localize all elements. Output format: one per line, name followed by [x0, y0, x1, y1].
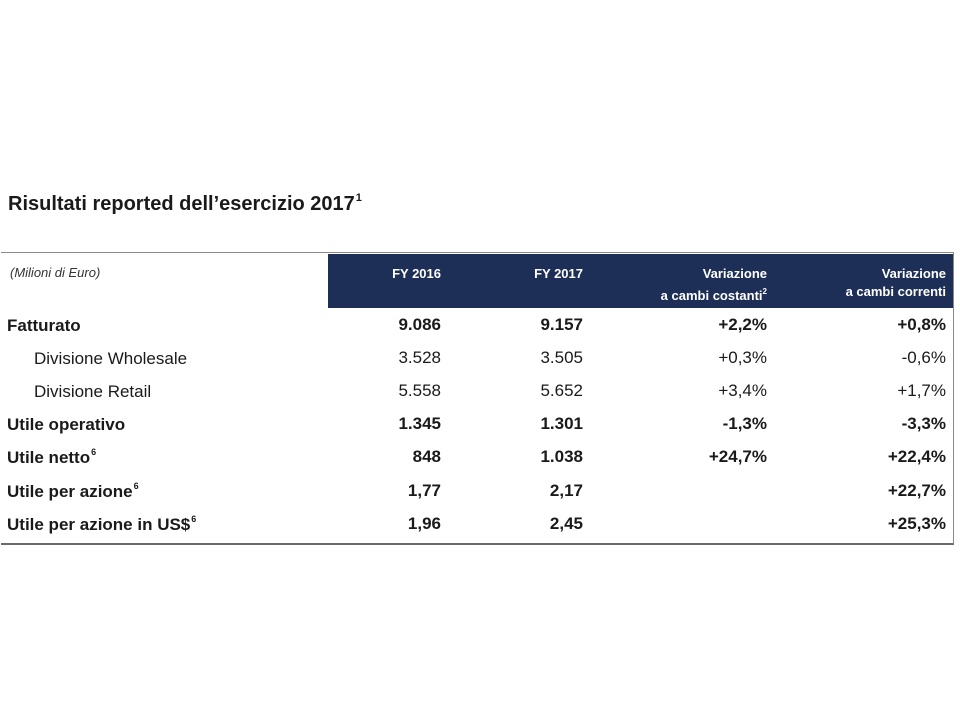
column-header-fy2017: FY 2017: [534, 266, 583, 281]
cell-fy2017: 1.301: [540, 414, 583, 433]
row-label: Utile operativo: [7, 414, 126, 435]
cell-fy2017: 3.505: [540, 348, 583, 367]
variation-constant-footnote: 2: [762, 287, 767, 296]
row-label-footnote: 6: [133, 481, 139, 491]
table-row-fatturato: Fatturato 9.086 9.157 +2,2% +0,8%: [1, 309, 953, 342]
cell-fy2016: 1,77: [407, 481, 441, 500]
cell-fy2016: 3.528: [398, 348, 441, 367]
cell-variation-constant: -1,3%: [722, 414, 767, 433]
variation-constant-line2: a cambi costanti2: [661, 283, 767, 305]
cell-variation-current: -0,6%: [901, 348, 946, 367]
title-footnote: 1: [355, 192, 362, 204]
cell-fy2017: 1.038: [540, 447, 583, 466]
row-label: Utile per azione in US$6: [7, 514, 196, 535]
table-row-utile-netto: Utile netto6 848 1.038 +24,7% +22,4%: [1, 441, 953, 474]
cell-variation-current: +22,4%: [887, 447, 946, 466]
cell-fy2016: 1.345: [398, 414, 441, 433]
cell-variation-constant: +0,3%: [718, 348, 767, 367]
variation-constant-line1: Variazione: [702, 266, 767, 281]
row-label-text: Utile per azione in US$: [7, 515, 191, 534]
row-label-footnote: 6: [191, 514, 197, 524]
cell-variation-current: -3,3%: [901, 414, 946, 433]
cell-variation-constant: +3,4%: [718, 381, 767, 400]
title-text: Risultati reported dell’esercizio 2017: [8, 193, 355, 215]
row-label: Divisione Wholesale: [34, 348, 188, 369]
table-row-utile-per-azione: Utile per azione6 1,77 2,17 +22,7%: [1, 475, 953, 508]
cell-variation-current: +22,7%: [887, 481, 946, 500]
cell-fy2016: 1,96: [407, 514, 441, 533]
variation-current-line2: a cambi correnti: [845, 284, 946, 299]
table-row-utile-operativo: Utile operativo 1.345 1.301 -1,3% -3,3%: [1, 408, 953, 441]
column-header-fy2016: FY 2016: [392, 266, 441, 281]
units-label: (Milioni di Euro): [10, 265, 101, 280]
row-label-text: Utile operativo: [7, 415, 126, 434]
variation-constant-line2-text: a cambi costanti: [660, 288, 763, 303]
cell-fy2016: 9.086: [398, 315, 441, 334]
cell-variation-constant: +24,7%: [708, 447, 767, 466]
cell-fy2016: 5.558: [398, 381, 441, 400]
row-label: Fatturato: [7, 315, 82, 336]
row-label-text: Divisione Retail: [34, 382, 152, 401]
table-header-band: [328, 254, 953, 308]
column-header-variation-constant: Variazione a cambi costanti2: [661, 265, 767, 305]
row-label-text: Divisione Wholesale: [34, 349, 188, 368]
results-table: (Milioni di Euro) FY 2016 FY 2017 Variaz…: [1, 252, 954, 545]
row-label: Utile netto6: [7, 447, 96, 468]
document-title: Risultati reported dell’esercizio 20171: [8, 192, 362, 216]
cell-variation-constant: +2,2%: [718, 315, 767, 334]
cell-fy2017: 9.157: [540, 315, 583, 334]
row-label-text: Fatturato: [7, 316, 81, 335]
table-row-utile-per-azione-usd: Utile per azione in US$6 1,96 2,45 +25,3…: [1, 508, 953, 541]
table-row-divisione-retail: Divisione Retail 5.558 5.652 +3,4% +1,7%: [1, 375, 953, 408]
row-label-footnote: 6: [91, 447, 97, 457]
cell-fy2017: 2,17: [549, 481, 583, 500]
cell-fy2017: 2,45: [549, 514, 583, 533]
row-label-text: Utile per azione: [7, 482, 133, 501]
table-row-divisione-wholesale: Divisione Wholesale 3.528 3.505 +0,3% -0…: [1, 342, 953, 375]
cell-variation-current: +1,7%: [897, 381, 946, 400]
column-header-variation-current: Variazione a cambi correnti: [846, 265, 946, 301]
cell-fy2017: 5.652: [540, 381, 583, 400]
row-label: Utile per azione6: [7, 481, 139, 502]
cell-fy2016: 848: [412, 447, 441, 466]
cell-variation-current: +25,3%: [887, 514, 946, 533]
cell-variation-current: +0,8%: [897, 315, 946, 334]
row-label: Divisione Retail: [34, 381, 152, 402]
variation-current-line1: Variazione: [881, 266, 946, 281]
row-label-text: Utile netto: [7, 448, 91, 467]
